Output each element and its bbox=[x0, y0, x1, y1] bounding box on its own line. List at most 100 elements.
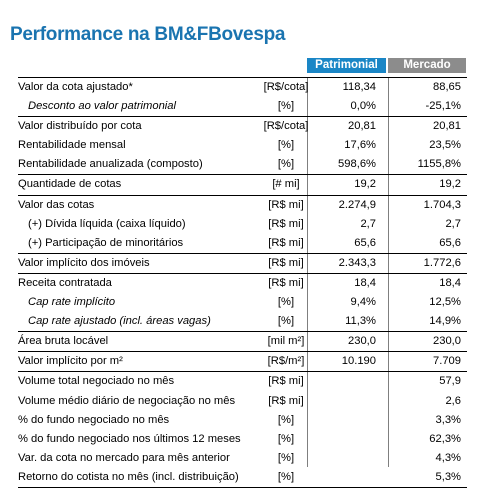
row-unit: [R$ mi] bbox=[268, 394, 304, 407]
performance-table: Valor da cota ajustado* [R$/cota] 118,34 88… bbox=[18, 77, 467, 488]
row-label: Área bruta locável bbox=[18, 335, 109, 348]
table-row: Valor das cotas [R$ mi] 2.274,9 1.704,3 bbox=[18, 194, 467, 215]
table-row: Cap rate implícito [%] 9,4% 12,5% bbox=[18, 293, 467, 312]
value-mercado: 1155,8% bbox=[417, 158, 461, 171]
value-patrimonial: 18,4 bbox=[354, 276, 376, 289]
table-row: Rentabilidade anualizada (composto) [%] 59… bbox=[18, 155, 467, 174]
row-label: Rentabilidade mensal bbox=[18, 139, 126, 152]
row-unit: [%] bbox=[277, 432, 295, 445]
row-unit: [%] bbox=[277, 451, 295, 464]
row-unit: [%] bbox=[277, 315, 295, 328]
value-mercado: 65,6 bbox=[439, 236, 461, 249]
table-row: % do fundo negociado nos últimos 12 mese… bbox=[18, 430, 467, 449]
column-divider bbox=[307, 77, 308, 467]
table-row: Valor implícito por m² [R$/m²] 10.190 7.709 bbox=[18, 351, 467, 371]
table-row: Valor implícito dos imóveis [R$ mi] 2.343,… bbox=[18, 252, 467, 273]
row-unit: [%] bbox=[277, 139, 295, 152]
value-patrimonial: 2.343,3 bbox=[338, 256, 376, 269]
row-label: Valor das cotas bbox=[18, 198, 95, 211]
row-label: Var. da cota no mercado para mês anterio… bbox=[18, 451, 230, 464]
value-patrimonial: 20,81 bbox=[348, 120, 376, 133]
value-patrimonial: 9,4% bbox=[350, 296, 377, 309]
row-label: Volume médio diário de negociação no mês bbox=[18, 394, 236, 407]
value-mercado: 57,9 bbox=[439, 375, 461, 388]
column-header-mercado: Mercado bbox=[388, 58, 466, 73]
row-label: Valor implícito por m² bbox=[18, 355, 123, 368]
table-row: Quantidade de cotas [# mi] 19,2 19,2 bbox=[18, 174, 467, 194]
row-unit: [# mi] bbox=[272, 178, 300, 191]
row-label: Rentabilidade anualizada (composto) bbox=[18, 158, 203, 171]
table-row: % do fundo negociado no mês [%] 3,3% bbox=[18, 411, 467, 430]
row-unit: [%] bbox=[277, 296, 295, 309]
row-label: Quantidade de cotas bbox=[18, 178, 122, 191]
table-row: Desconto ao valor patrimonial [%] 0,0% -25,… bbox=[18, 97, 467, 116]
table-row: Volume médio diário de negociação no mês… bbox=[18, 392, 467, 411]
table-row: (+) Participação de minoritários [R$ mi] 6… bbox=[18, 234, 467, 253]
row-unit: [%] bbox=[277, 158, 295, 171]
row-unit: [%] bbox=[277, 470, 295, 483]
value-mercado: 1.704,3 bbox=[423, 198, 461, 211]
row-label: % do fundo negociado no mês bbox=[18, 413, 170, 426]
value-mercado: 4,3% bbox=[435, 451, 462, 464]
table-row: Rentabilidade mensal [%] 17,6% 23,5% bbox=[18, 136, 467, 155]
value-patrimonial: 2.274,9 bbox=[338, 198, 376, 211]
row-unit: [mil m²] bbox=[267, 335, 305, 348]
row-label: (+) Participação de minoritários bbox=[28, 236, 184, 249]
column-header-patrimonial: Patrimonial bbox=[307, 58, 386, 73]
row-label: Valor distribuído por cota bbox=[18, 120, 142, 133]
table-row: Var. da cota no mercado para mês anterio… bbox=[18, 449, 467, 468]
row-label: Valor implícito dos imóveis bbox=[18, 256, 150, 269]
value-mercado: 23,5% bbox=[429, 139, 461, 152]
row-label: Receita contratada bbox=[18, 276, 112, 289]
table-row: Área bruta locável [mil m²] 230,0 230,0 bbox=[18, 331, 467, 351]
row-label: Valor da cota ajustado* bbox=[18, 81, 133, 93]
row-unit: [%] bbox=[277, 413, 295, 426]
value-mercado: -25,1% bbox=[425, 100, 461, 113]
row-label: (+) Dívida líquida (caixa líquido) bbox=[28, 217, 186, 230]
row-unit: [R$ mi] bbox=[268, 375, 304, 388]
page-title: Performance na BM&FBovespa bbox=[10, 24, 286, 45]
table-row: Cap rate ajustado (incl. áreas vagas) [%]… bbox=[18, 312, 467, 331]
value-mercado: 1.772,6 bbox=[423, 256, 461, 269]
row-label: Desconto ao valor patrimonial bbox=[28, 100, 176, 113]
value-patrimonial: 598,6% bbox=[338, 158, 376, 171]
row-unit: [%] bbox=[277, 100, 295, 113]
value-mercado: 3,3% bbox=[435, 413, 462, 426]
value-patrimonial: 118,34 bbox=[342, 81, 376, 93]
row-label: Retorno do cotista no mês (incl. distrib… bbox=[18, 470, 239, 483]
value-patrimonial: 19,2 bbox=[354, 178, 376, 191]
row-unit: [R$/cota] bbox=[263, 81, 309, 93]
value-mercado: 19,2 bbox=[439, 178, 461, 191]
row-unit: [R$ mi] bbox=[268, 198, 304, 211]
row-unit: [R$ mi] bbox=[268, 256, 304, 269]
row-unit: [R$/cota] bbox=[263, 120, 309, 133]
table-row: (+) Dívida líquida (caixa líquido) [R$ mi… bbox=[18, 215, 467, 234]
value-mercado: 2,7 bbox=[445, 217, 461, 230]
value-patrimonial: 11,3% bbox=[345, 315, 376, 328]
value-mercado: 18,4 bbox=[439, 276, 461, 289]
value-patrimonial: 230,0 bbox=[348, 335, 376, 348]
row-label: Cap rate implícito bbox=[28, 296, 116, 309]
row-unit: [R$ mi] bbox=[268, 236, 304, 249]
value-mercado: 7.709 bbox=[433, 355, 461, 368]
row-unit: [R$ mi] bbox=[268, 217, 304, 230]
table-row: Valor distribuído por cota [R$/cota] 20,81… bbox=[18, 116, 467, 136]
value-patrimonial: 65,6 bbox=[354, 236, 376, 249]
table-row: Retorno do cotista no mês (incl. distrib… bbox=[18, 468, 467, 488]
table-row: Volume total negociado no mês [R$ mi] 57,9 bbox=[18, 371, 467, 391]
value-patrimonial: 0,0% bbox=[350, 100, 377, 113]
value-mercado: 2,6 bbox=[445, 394, 461, 407]
column-divider bbox=[388, 77, 389, 467]
value-mercado: 230,0 bbox=[433, 335, 461, 348]
row-label: Cap rate ajustado (incl. áreas vagas) bbox=[28, 315, 211, 328]
value-mercado: 62,3% bbox=[429, 432, 461, 445]
value-mercado: 5,3% bbox=[435, 470, 462, 483]
table-row: Receita contratada [R$ mi] 18,4 18,4 bbox=[18, 272, 467, 293]
value-mercado: 88,65 bbox=[433, 81, 461, 93]
row-label: % do fundo negociado nos últimos 12 mese… bbox=[18, 432, 241, 445]
value-mercado: 20,81 bbox=[433, 120, 461, 133]
row-label: Volume total negociado no mês bbox=[18, 375, 175, 388]
value-patrimonial: 2,7 bbox=[360, 217, 376, 230]
value-patrimonial: 17,6% bbox=[344, 139, 376, 152]
value-mercado: 12,5% bbox=[429, 296, 461, 309]
